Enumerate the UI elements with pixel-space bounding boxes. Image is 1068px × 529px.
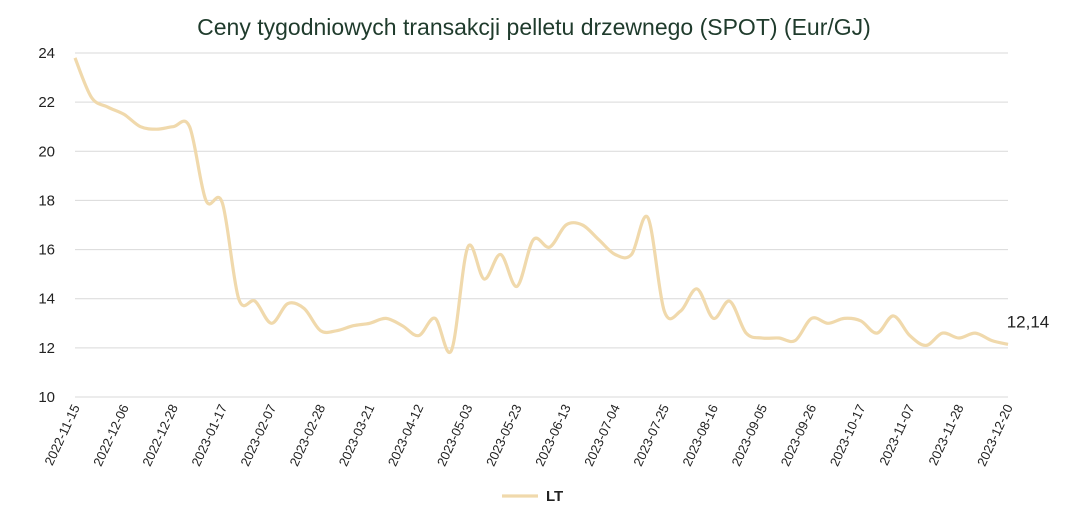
x-tick-label: 2023-11-28: [925, 402, 966, 468]
x-tick-label: 2023-11-07: [876, 402, 917, 468]
x-tick-label: 2023-09-05: [728, 402, 770, 469]
x-tick-label: 2023-03-21: [336, 402, 378, 469]
x-tick-label: 2023-10-17: [827, 402, 869, 469]
x-tick-label: 2023-02-28: [287, 402, 329, 469]
y-tick-label: 12: [38, 340, 55, 357]
chart-title: Ceny tygodniowych transakcji pelletu drz…: [197, 14, 871, 40]
y-tick-label: 18: [38, 192, 55, 209]
x-tick-label: 2022-12-06: [90, 402, 132, 469]
x-tick-label: 2023-12-20: [974, 402, 1016, 469]
x-tick-label: 2023-01-17: [188, 402, 230, 469]
series-line-lt: [73, 57, 1009, 355]
series-layer: [73, 57, 1009, 355]
x-tick-label: 2023-06-13: [532, 402, 574, 469]
y-tick-label: 16: [38, 242, 55, 259]
data-labels: 12,14: [1007, 312, 1050, 331]
legend-label: LT: [546, 488, 563, 505]
legend: LT: [502, 488, 563, 505]
y-tick-label: 24: [38, 45, 55, 62]
x-tick-label: 2023-05-03: [434, 402, 476, 469]
x-tick-label: 2023-05-23: [483, 402, 525, 469]
x-tick-label: 2022-12-28: [139, 402, 181, 469]
last-value-label: 12,14: [1007, 312, 1050, 331]
x-tick-label: 2023-04-12: [385, 402, 427, 469]
grid: [75, 52, 1008, 398]
y-tick-label: 22: [38, 94, 55, 111]
x-tick-label: 2023-08-16: [679, 402, 721, 469]
x-tick-label: 2023-07-04: [581, 402, 623, 469]
x-tick-label: 2023-09-26: [778, 402, 820, 469]
x-tick-label: 2023-02-07: [237, 402, 279, 469]
y-axis: 10 12 14 16 18 20 22 24: [38, 45, 55, 406]
x-tick-label: 2023-07-25: [630, 402, 672, 469]
y-tick-label: 20: [38, 143, 55, 160]
y-tick-label: 10: [38, 389, 55, 406]
x-axis: 2022-11-15 2022-12-06 2022-12-28 2023-01-17…: [41, 402, 1015, 469]
y-tick-label: 14: [38, 291, 55, 308]
x-tick-label: 2022-11-15: [41, 402, 82, 468]
